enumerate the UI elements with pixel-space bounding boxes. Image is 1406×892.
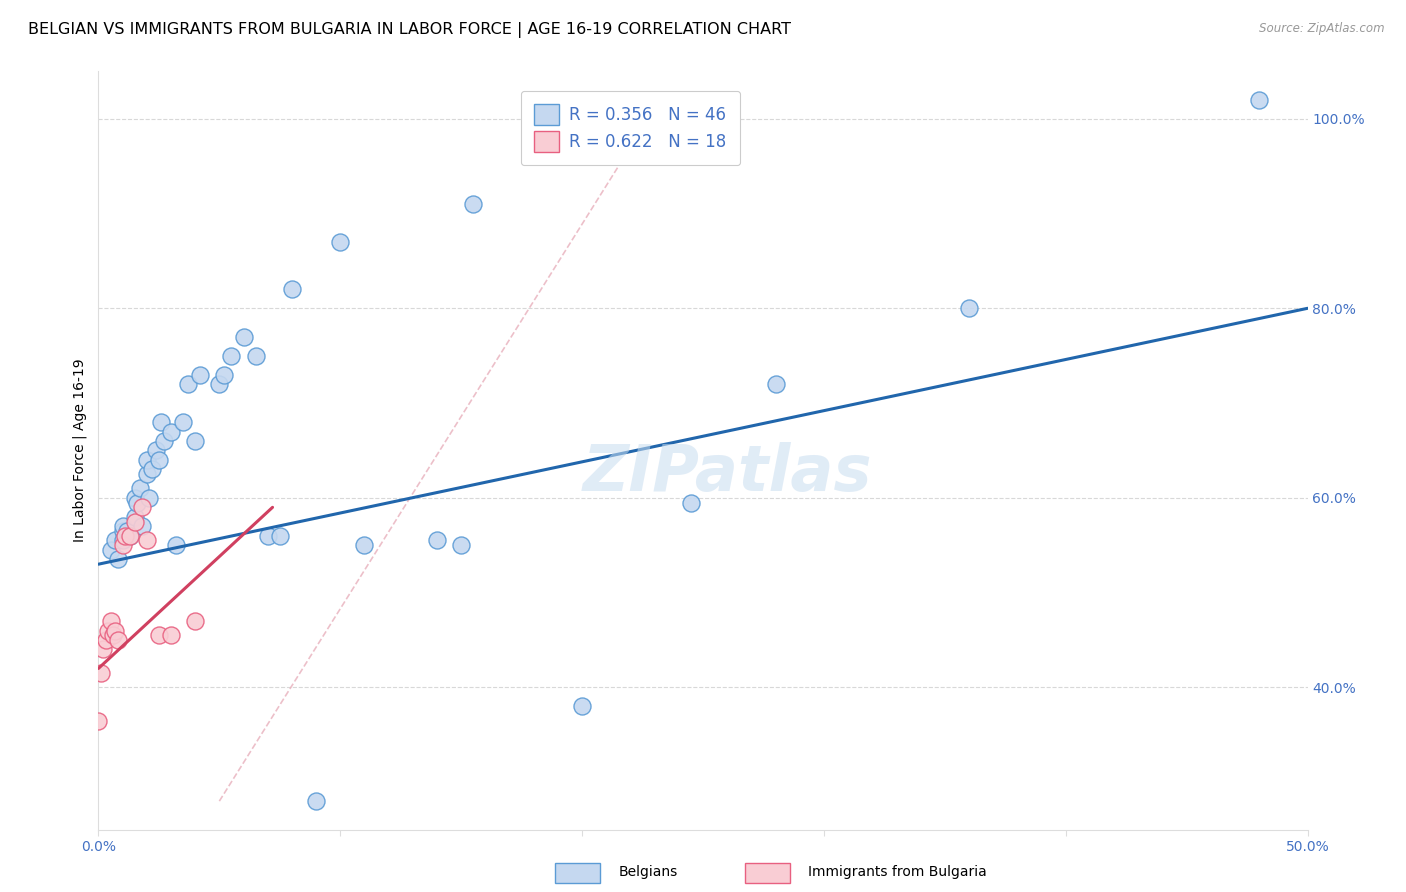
- Point: [131, 500, 153, 515]
- Point: [87, 714, 110, 728]
- Point: [188, 368, 211, 382]
- Point: [208, 377, 231, 392]
- Point: [152, 434, 174, 448]
- Point: [128, 482, 150, 496]
- Point: [256, 529, 278, 543]
- Point: [114, 529, 136, 543]
- Point: [232, 330, 254, 344]
- Point: [426, 533, 449, 548]
- Point: [124, 491, 146, 505]
- Point: [148, 628, 170, 642]
- Point: [141, 462, 163, 476]
- Point: [1249, 93, 1271, 107]
- Point: [329, 235, 352, 249]
- Point: [679, 495, 702, 509]
- Point: [111, 533, 134, 548]
- Point: [127, 495, 149, 509]
- Point: [305, 794, 328, 808]
- Point: [353, 538, 375, 552]
- Text: Immigrants from Bulgaria: Immigrants from Bulgaria: [808, 865, 987, 880]
- Point: [177, 377, 200, 392]
- Point: [111, 519, 134, 533]
- Point: [124, 515, 146, 529]
- Point: [118, 529, 141, 543]
- Point: [135, 467, 157, 482]
- Point: [101, 628, 124, 642]
- Point: [104, 533, 127, 548]
- Text: Source: ZipAtlas.com: Source: ZipAtlas.com: [1260, 22, 1385, 36]
- Point: [160, 628, 183, 642]
- Point: [184, 614, 207, 628]
- Point: [463, 197, 485, 211]
- Point: [118, 529, 141, 543]
- Text: BELGIAN VS IMMIGRANTS FROM BULGARIA IN LABOR FORCE | AGE 16-19 CORRELATION CHART: BELGIAN VS IMMIGRANTS FROM BULGARIA IN L…: [28, 22, 792, 38]
- Point: [94, 633, 117, 648]
- Point: [269, 529, 291, 543]
- Point: [160, 425, 183, 439]
- Point: [117, 524, 139, 538]
- Point: [107, 633, 129, 648]
- Point: [221, 349, 243, 363]
- Point: [765, 377, 787, 392]
- Point: [571, 699, 593, 714]
- Point: [135, 533, 157, 548]
- Point: [124, 509, 146, 524]
- Point: [138, 491, 160, 505]
- Y-axis label: In Labor Force | Age 16-19: In Labor Force | Age 16-19: [73, 359, 87, 542]
- Point: [172, 415, 194, 429]
- Point: [450, 538, 472, 552]
- Text: ZIPatlas: ZIPatlas: [582, 442, 872, 504]
- Legend: R = 0.356   N = 46, R = 0.622   N = 18: R = 0.356 N = 46, R = 0.622 N = 18: [522, 91, 740, 165]
- Point: [150, 415, 173, 429]
- Point: [97, 624, 120, 638]
- Point: [100, 543, 122, 558]
- Point: [281, 282, 304, 296]
- Point: [90, 666, 112, 681]
- Point: [104, 624, 127, 638]
- Point: [148, 453, 170, 467]
- Point: [91, 642, 114, 657]
- Point: [111, 524, 134, 538]
- Point: [135, 453, 157, 467]
- Point: [100, 614, 122, 628]
- Point: [107, 552, 129, 566]
- Point: [184, 434, 207, 448]
- Point: [212, 368, 235, 382]
- Point: [131, 519, 153, 533]
- Point: [957, 301, 980, 316]
- Text: Belgians: Belgians: [619, 865, 678, 880]
- Point: [111, 538, 134, 552]
- Point: [165, 538, 187, 552]
- Point: [145, 443, 167, 458]
- Point: [245, 349, 267, 363]
